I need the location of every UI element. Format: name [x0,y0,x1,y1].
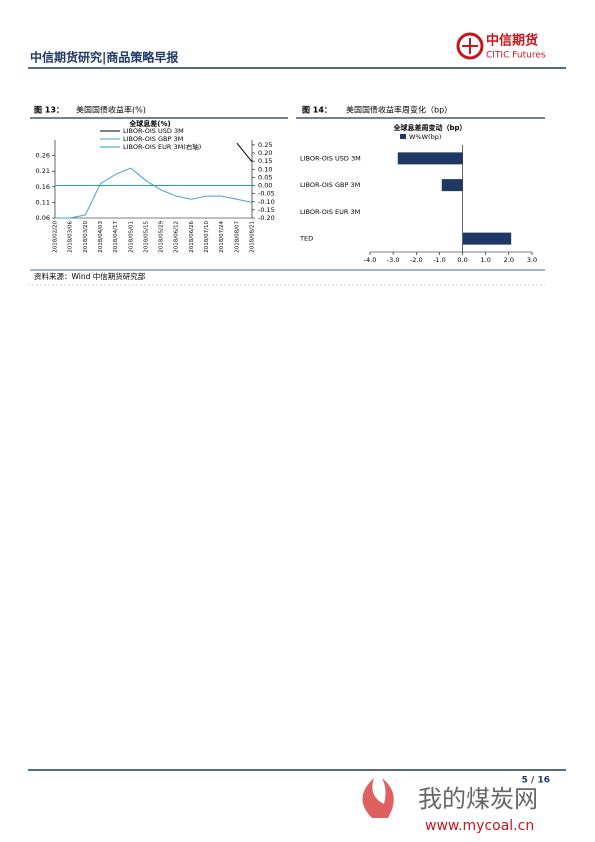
y-tick-label: 0.11 [36,198,50,206]
watermark-icon [362,778,394,818]
x-tick-label: 2018/06/12 [174,221,180,253]
y2-tick-label: 0.25 [258,141,272,149]
y2-tick-label: 0.15 [258,157,272,165]
x-tick-label: 2018/04/17 [113,221,119,253]
page-number: 5 / 16 [522,776,550,786]
x-tick-label: -2.0 [410,256,423,264]
logo-cn: 中信期货 [486,33,538,49]
legend-swatch [400,134,406,139]
x-tick-label: 2018/05/01 [128,221,134,253]
source-note: 资料来源：Wind 中信期货研究部 [34,271,146,281]
y2-tick-label: 0.10 [258,165,272,173]
y2-tick-label: -0.10 [258,198,275,206]
figure-label: 图 14： [302,106,332,115]
x-tick-label: -1.0 [433,256,446,264]
legend-label: LIBOR-OIS GBP 3M [123,135,183,143]
x-tick-label: 2018/08/07 [234,221,240,253]
x-tick-label: 2018/03/06 [68,221,74,253]
x-tick-label: 2018/02/20 [53,221,59,253]
x-tick-label: 2018/05/29 [159,221,165,253]
figure-caption: 美国国债收益率周变化（bp） [346,105,452,115]
bar [397,152,463,165]
x-tick-label: -3.0 [387,256,400,264]
x-tick-label: 2018/07/10 [204,221,210,253]
x-tick-label: 0.0 [457,256,467,264]
y-tick-label: 0.26 [36,152,50,160]
x-tick-label: 3.0 [527,256,537,264]
legend-label: LIBOR-OIS EUR 3M(右轴) [123,142,201,151]
category-label: LIBOR-OIS EUR 3M [300,208,360,216]
watermark-url: www.mycoal.cn [425,818,534,834]
logo-en: CITIC Futures [486,51,546,61]
legend-label: LIBOR-OIS USD 3M [123,127,184,135]
bar [441,179,463,192]
chart-title: 全球息差(%) [128,119,170,128]
y2-tick-label: 0.20 [258,149,272,157]
watermark-title: 我的煤炭网 [418,785,538,813]
chart-title: 全球息差周变动（bp） [392,123,466,132]
category-label: LIBOR-OIS USD 3M [300,154,361,162]
bar [462,232,512,245]
y-tick-label: 0.16 [36,183,50,191]
x-tick-label: -4.0 [364,256,377,264]
category-label: LIBOR-OIS GBP 3M [300,181,360,189]
logo-icon [456,32,484,60]
x-tick-label: 1.0 [481,256,491,264]
y2-tick-label: -0.05 [258,190,275,198]
y2-tick-label: 0.05 [258,173,272,181]
figure-label: 图 13： [34,106,64,115]
x-tick-label: 2018/05/15 [143,221,149,253]
data-line [236,142,253,163]
x-tick-label: 2018/04/03 [98,221,104,253]
y2-tick-label: -0.20 [258,214,275,222]
y2-tick-label: 0.00 [258,182,272,190]
category-label: TED [299,235,313,243]
y2-tick-label: -0.15 [258,206,275,214]
x-tick-label: 2.0 [504,256,514,264]
x-tick-label: 2018/06/26 [189,221,195,253]
x-tick-label: 2018/08/21 [250,221,256,253]
x-tick-label: 2018/07/24 [219,221,225,253]
data-line [55,167,253,219]
legend-label: W%W(bp) [409,133,441,141]
x-tick-label: 2018/03/20 [83,221,89,253]
figure-caption: 美国国债收益率(%) [76,105,146,115]
y-tick-label: 0.06 [36,214,50,222]
header-title: 中信期货研究|商品策略早报 [30,50,178,65]
logo-icon [462,38,478,54]
y-tick-label: 0.21 [36,167,50,175]
